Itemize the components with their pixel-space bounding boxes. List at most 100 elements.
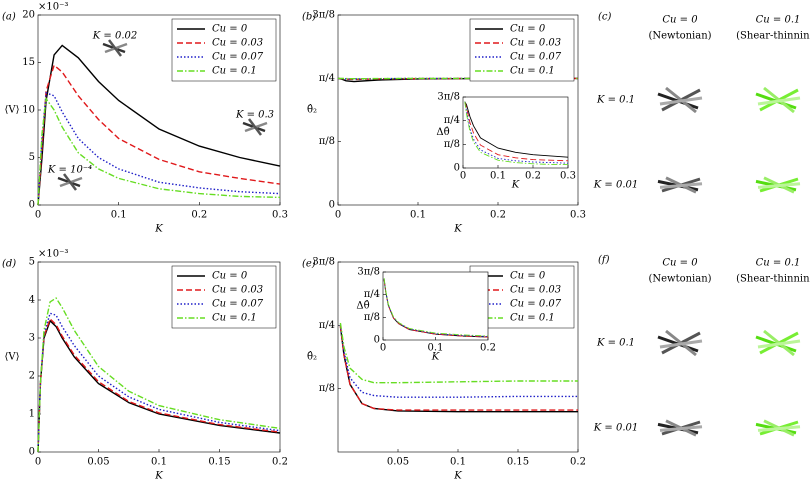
y-tick-label: π/8	[319, 136, 335, 147]
legend-label: Cu = 0.07	[212, 299, 264, 310]
series-line	[339, 324, 578, 398]
y-tick-label: 3π/8	[312, 10, 335, 21]
y-tick-label: 5	[29, 152, 35, 163]
x-tick-label: 0	[460, 171, 466, 182]
x-tick-label: 0.1	[450, 457, 466, 468]
legend-label: Cu = 0.03	[212, 38, 263, 49]
x-tick-label: 0	[335, 210, 341, 221]
column-title: Cu = 0.1	[756, 258, 801, 269]
y-tick-label: 0	[454, 163, 460, 174]
y-tick-label: 2	[29, 371, 35, 382]
column-title: Cu = 0.1	[756, 15, 801, 26]
row-label: K = 0.01	[593, 180, 638, 191]
x-tick-label: 0.15	[507, 457, 529, 468]
x-tick-label: 0.3	[570, 210, 586, 221]
x-tick-label: 0	[35, 457, 41, 468]
x-tick-label: 0.2	[570, 457, 586, 468]
x-tick-label: 0.1	[410, 210, 426, 221]
legend-label: Cu = 0.1	[212, 66, 257, 77]
annotation: K = 10⁻⁴	[47, 165, 92, 176]
series-line	[464, 101, 568, 165]
series-line	[339, 322, 578, 384]
x-axis-label: K	[453, 224, 462, 235]
x-tick-label: 0.2	[490, 210, 506, 221]
series-line	[37, 317, 281, 453]
panel-label: (f)	[598, 255, 610, 266]
annotation-sticks	[108, 39, 122, 57]
legend-label: Cu = 0.1	[510, 313, 555, 324]
x-tick-label: 0.1	[490, 171, 506, 182]
row-label: K = 0.01	[593, 423, 638, 434]
y-tick-label: 15	[22, 57, 35, 68]
axis-multiplier: ×10⁻³	[38, 2, 68, 13]
row-label: K = 0.1	[596, 338, 635, 349]
stick	[659, 182, 703, 189]
x-tick-label: 0.1	[151, 457, 167, 468]
y-tick-label: π/8	[319, 383, 335, 394]
y-tick-label: 0	[29, 447, 35, 458]
stick	[659, 339, 703, 349]
series-line	[37, 297, 281, 453]
panel-label: (e)	[302, 259, 316, 270]
x-axis-label: K	[154, 224, 163, 235]
y-tick-label: 1	[29, 409, 35, 420]
x-tick-label: 0.3	[272, 210, 288, 221]
series-line	[37, 312, 281, 453]
y-axis-label: ⟨V⟩	[4, 105, 19, 116]
y-axis-label: θ̂₂	[307, 352, 317, 363]
x-tick-label: 0.1	[428, 343, 444, 354]
x-tick-label: 0.05	[87, 457, 109, 468]
x-tick-label: 0	[380, 343, 386, 354]
y-tick-label: 4	[29, 295, 35, 306]
panel-label: (d)	[2, 259, 16, 270]
series-line	[37, 319, 281, 453]
y-tick-label: 3	[29, 333, 35, 344]
series-line	[464, 101, 569, 164]
x-axis-label: K	[154, 471, 163, 482]
panel-label: (b)	[302, 12, 316, 23]
row-label: K = 0.1	[596, 95, 635, 106]
stick	[757, 425, 801, 432]
column-title: Cu = 0	[662, 258, 698, 269]
y-tick-label: 0	[329, 200, 335, 211]
legend-label: Cu = 0.03	[212, 285, 263, 296]
column-title: Cu = 0	[662, 15, 698, 26]
x-tick-label: 0	[35, 210, 41, 221]
legend-label: Cu = 0.03	[510, 38, 561, 49]
legend-label: Cu = 0	[510, 271, 546, 282]
y-tick-label: 10	[22, 105, 35, 116]
stick	[757, 96, 801, 106]
y-tick-label: π/8	[444, 139, 460, 150]
x-tick-label: 0.2	[480, 343, 496, 354]
annotation: K = 0.3	[235, 110, 274, 121]
y-tick-label: 0	[374, 335, 380, 346]
y-tick-label: π/8	[364, 312, 380, 323]
legend-label: Cu = 0	[212, 271, 248, 282]
x-tick-label: 0.2	[525, 171, 541, 182]
y-tick-label: 20	[22, 10, 35, 21]
y-axis-label: θ̂₂	[307, 105, 317, 116]
column-subtitle: (Shear-thinning)	[736, 274, 810, 285]
column-subtitle: (Shear-thinning)	[736, 31, 810, 42]
stick	[659, 425, 703, 432]
series-line	[464, 101, 569, 162]
legend-label: Cu = 0.1	[510, 66, 555, 77]
y-tick-label: 3π/8	[357, 267, 380, 278]
x-axis-label: K	[511, 180, 520, 191]
y-tick-label: π/4	[319, 320, 335, 331]
stick	[757, 182, 801, 189]
annotation-sticks	[63, 173, 77, 191]
legend-label: Cu = 0.03	[510, 285, 561, 296]
y-tick-label: 5	[29, 257, 35, 268]
x-axis-label: K	[431, 352, 440, 363]
series-line	[37, 96, 281, 206]
y-tick-label: π/4	[319, 73, 335, 84]
y-tick-label: π/4	[364, 289, 380, 300]
legend-label: Cu = 0.07	[212, 52, 264, 63]
annotation: K = 0.02	[92, 31, 137, 42]
legend-label: Cu = 0.07	[510, 299, 562, 310]
series-line	[464, 101, 569, 158]
stick	[757, 339, 801, 349]
x-axis-label: K	[453, 471, 462, 482]
